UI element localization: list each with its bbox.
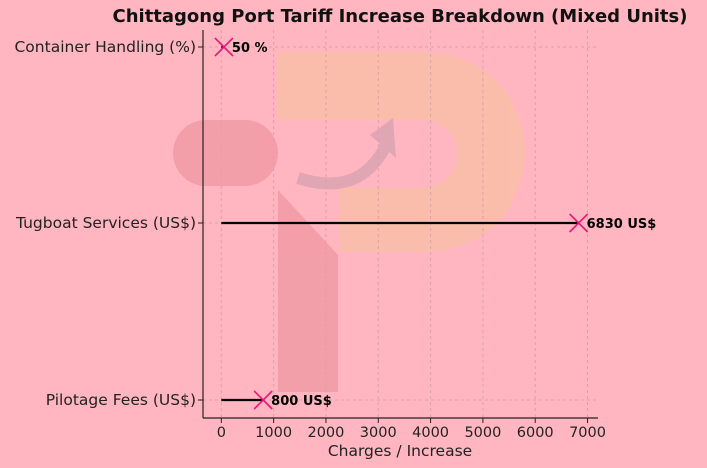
x-tick-label: 6000 — [517, 425, 554, 441]
category-label: Container Handling (%) — [14, 38, 196, 56]
x-tick-label: 2000 — [307, 425, 344, 441]
watermark-logo — [173, 52, 525, 392]
x-tick-label: 4000 — [412, 425, 449, 441]
value-label: 6830 US$ — [587, 217, 657, 232]
value-marker — [569, 213, 589, 233]
x-tick-label: 3000 — [360, 425, 397, 441]
marker-stroke — [569, 213, 589, 233]
marker-stroke — [214, 37, 234, 57]
chart-title: Chittagong Port Tariff Increase Breakdow… — [113, 6, 688, 27]
value-marker — [253, 390, 273, 410]
x-axis-title: Charges / Increase — [328, 442, 472, 460]
category-label: Pilotage Fees (US$) — [46, 391, 196, 409]
x-tick-label: 0 — [217, 425, 226, 441]
value-marker — [214, 37, 234, 57]
marker-stroke — [253, 390, 273, 410]
axis-layer: 0 1000 2000 3000 4000 5000 6000 7000 Container H… — [14, 30, 606, 441]
x-tick-label: 1000 — [255, 425, 292, 441]
marks-layer: 50 % 6830 US$ 800 US$ — [214, 37, 657, 410]
value-label: 800 US$ — [271, 394, 332, 409]
category-label: Tugboat Services (US$) — [15, 214, 196, 232]
x-tick-label: 5000 — [464, 425, 501, 441]
value-label: 50 % — [232, 41, 268, 56]
x-tick-label: 7000 — [569, 425, 606, 441]
